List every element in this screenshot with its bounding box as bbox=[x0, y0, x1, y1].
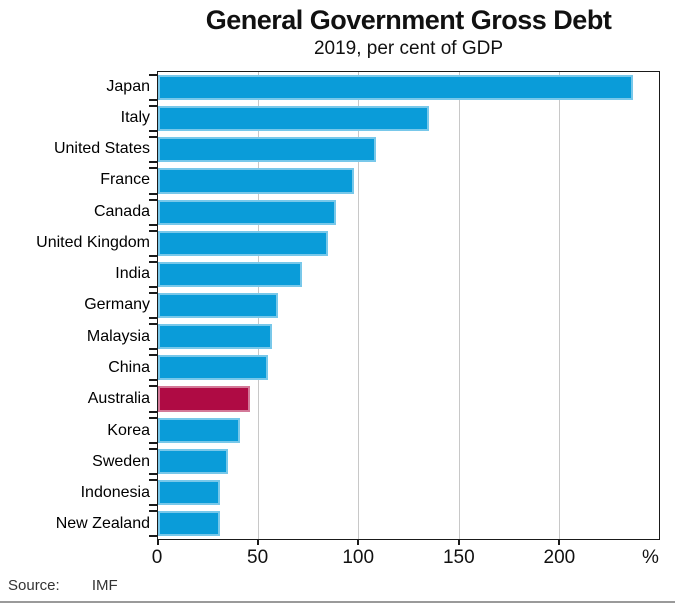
bar-united-states bbox=[158, 137, 377, 163]
bar-canada bbox=[158, 199, 337, 225]
category-label-india: India bbox=[115, 265, 150, 283]
bar-korea bbox=[158, 417, 241, 443]
bar-row-china bbox=[149, 352, 659, 383]
x-tick-150 bbox=[457, 539, 460, 545]
bar-row-italy bbox=[149, 103, 659, 134]
category-label-new-zealand: New Zealand bbox=[55, 515, 150, 533]
category-label-canada: Canada bbox=[93, 202, 150, 220]
category-label-france: France bbox=[100, 171, 150, 189]
category-label-italy: Italy bbox=[120, 108, 150, 126]
bar-row-sweden bbox=[149, 446, 659, 477]
bar-row-japan bbox=[149, 72, 659, 103]
bar-row-indonesia bbox=[149, 477, 659, 508]
bar-row-united-states bbox=[149, 134, 659, 165]
chart-title: General Government Gross Debt bbox=[205, 5, 612, 35]
bar-row-germany bbox=[149, 290, 659, 321]
source-value: IMF bbox=[91, 577, 118, 594]
bottom-rule bbox=[0, 601, 675, 603]
x-axis-labels: 0 50 100 150 200 bbox=[152, 547, 660, 570]
bar-row-korea bbox=[149, 415, 659, 446]
bar-germany bbox=[158, 292, 279, 319]
gridline-100 bbox=[358, 72, 360, 539]
bar-italy bbox=[158, 106, 429, 132]
bar-japan bbox=[158, 75, 633, 101]
x-tick-50 bbox=[257, 539, 260, 545]
bar-china bbox=[158, 355, 269, 381]
category-label-japan: Japan bbox=[106, 77, 150, 95]
bar-malaysia bbox=[158, 324, 273, 350]
plot-area bbox=[149, 71, 660, 545]
category-label-australia: Australia bbox=[87, 390, 150, 408]
x-tick-label-0: 0 bbox=[151, 547, 163, 568]
gridline-150 bbox=[458, 72, 460, 539]
source-note: Source: IMF bbox=[8, 577, 118, 594]
x-tick-label-100: 100 bbox=[342, 547, 375, 568]
bar-series bbox=[149, 72, 659, 539]
bar-new-zealand bbox=[158, 510, 221, 537]
chart-subtitle: 2019, per cent of GDP bbox=[313, 38, 504, 59]
category-label-china: China bbox=[108, 359, 150, 377]
category-axis: Japan Italy United States France Canada Unite… bbox=[0, 71, 150, 540]
bar-india bbox=[158, 261, 303, 287]
x-tick-100 bbox=[357, 539, 360, 545]
category-label-malaysia: Malaysia bbox=[86, 327, 150, 345]
bar-australia bbox=[158, 386, 251, 412]
bar-row-united-kingdom bbox=[149, 228, 659, 259]
bar-row-canada bbox=[149, 197, 659, 228]
bar-united-kingdom bbox=[158, 230, 329, 256]
x-tick-label-150: 150 bbox=[442, 547, 475, 568]
bar-sweden bbox=[158, 448, 229, 474]
category-label-united-states: United States bbox=[53, 140, 150, 158]
bar-row-malaysia bbox=[149, 321, 659, 352]
source-label: Source: bbox=[8, 577, 60, 594]
bar-indonesia bbox=[158, 479, 221, 505]
x-tick-200 bbox=[557, 539, 560, 545]
x-tick-0 bbox=[157, 539, 159, 545]
bar-row-france bbox=[149, 165, 659, 196]
x-tick-label-50: 50 bbox=[247, 547, 269, 568]
bar-row-india bbox=[149, 259, 659, 290]
bar-row-australia bbox=[149, 383, 659, 414]
bar-france bbox=[158, 168, 355, 194]
category-label-indonesia: Indonesia bbox=[80, 484, 150, 502]
x-axis-unit: % bbox=[642, 547, 659, 568]
category-label-united-kingdom: United Kingdom bbox=[36, 233, 150, 251]
x-tick-label-200: 200 bbox=[543, 547, 576, 568]
gridline-200 bbox=[558, 72, 560, 539]
category-label-germany: Germany bbox=[84, 296, 150, 314]
category-label-sweden: Sweden bbox=[92, 452, 150, 470]
category-label-korea: Korea bbox=[107, 421, 150, 439]
bar-row-new-zealand bbox=[149, 508, 659, 539]
